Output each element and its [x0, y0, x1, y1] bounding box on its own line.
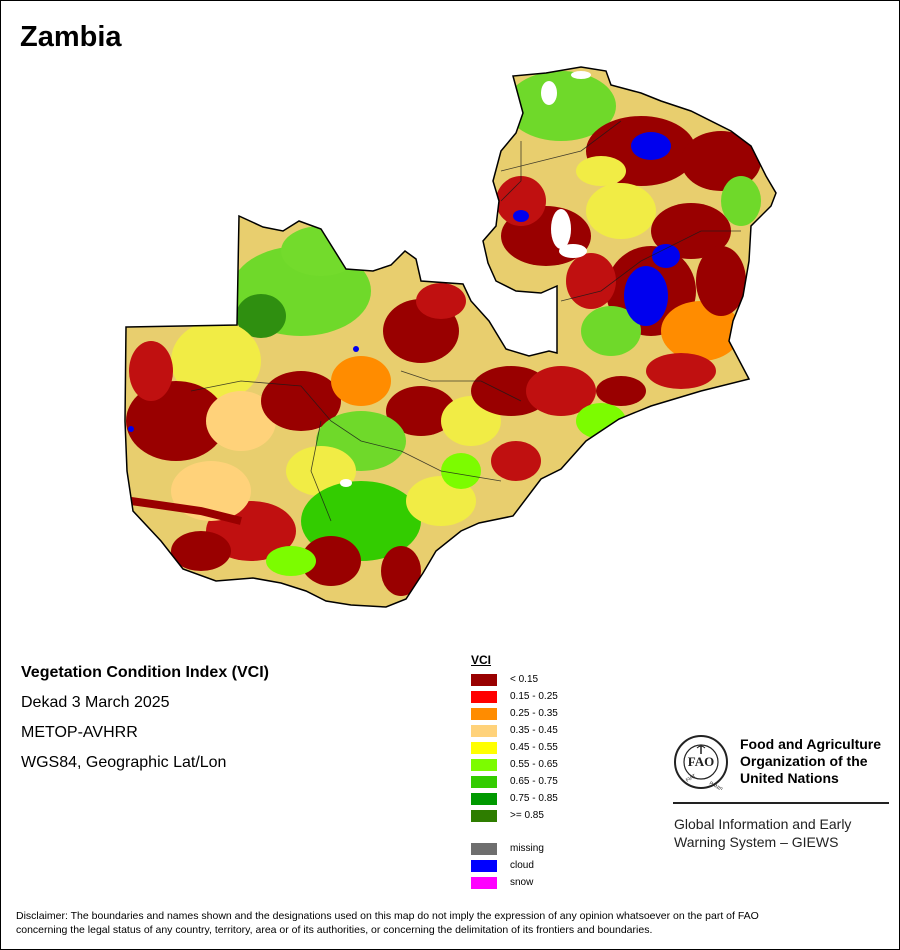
- legend-label: 0.65 - 0.75: [510, 776, 558, 787]
- svg-text:PANIS: PANIS: [708, 781, 724, 790]
- legend-classes: < 0.15 0.15 - 0.25 0.25 - 0.35 0.35 - 0.…: [471, 671, 558, 824]
- giews-line2: Warning System – GIEWS: [674, 834, 839, 850]
- legend-item: 0.25 - 0.35: [471, 705, 558, 722]
- legend-label: 0.15 - 0.25: [510, 691, 558, 702]
- giews-name: Global Information and Early Warning Sys…: [674, 815, 851, 851]
- legend-item: >= 0.85: [471, 807, 558, 824]
- legend-item: 0.55 - 0.65: [471, 756, 558, 773]
- legend-swatch: [471, 792, 497, 805]
- legend-item: 0.75 - 0.85: [471, 790, 558, 807]
- legend-label: 0.55 - 0.65: [510, 759, 558, 770]
- legend-swatch: [471, 741, 497, 754]
- legend-title: VCI: [471, 653, 492, 667]
- projection-label: WGS84, Geographic Lat/Lon: [21, 754, 227, 771]
- legend-swatch: [471, 673, 497, 686]
- legend-item: 0.35 - 0.45: [471, 722, 558, 739]
- legend-label: < 0.15: [510, 674, 539, 685]
- legend-swatch: [471, 876, 497, 889]
- legend-special: missing cloud snow: [471, 840, 558, 891]
- fao-emblem-icon: FAO FIAT PANIS: [674, 735, 728, 790]
- disclaimer-line2: concerning the legal status of any count…: [16, 924, 653, 936]
- legend-item: 0.65 - 0.75: [471, 773, 558, 790]
- period-label: Dekad 3 March 2025: [21, 694, 170, 711]
- legend-swatch: [471, 775, 497, 788]
- legend-label: >= 0.85: [510, 810, 544, 821]
- map-title: Zambia: [20, 21, 122, 53]
- legend-item: cloud: [471, 857, 558, 874]
- legend-label: 0.25 - 0.35: [510, 708, 558, 719]
- vci-legend: VCI < 0.15 0.15 - 0.25 0.25 - 0.35 0.35 …: [471, 653, 558, 891]
- legend-swatch: [471, 809, 497, 822]
- fao-name-line1: Food and Agriculture: [740, 736, 882, 752]
- fao-name-line3: United Nations: [740, 770, 839, 786]
- legend-swatch: [471, 842, 497, 855]
- legend-swatch: [471, 707, 497, 720]
- disclaimer-line1: Disclaimer: The boundaries and names sho…: [16, 910, 759, 922]
- legend-swatch: [471, 724, 497, 737]
- legend-label: 0.75 - 0.85: [510, 793, 558, 804]
- fao-name: Food and Agriculture Organization of the…: [740, 736, 881, 787]
- giews-line1: Global Information and Early: [674, 816, 852, 832]
- divider: [673, 802, 889, 804]
- legend-item: 0.15 - 0.25: [471, 688, 558, 705]
- map-info: Vegetation Condition Index (VCI) Dekad 3…: [21, 658, 269, 778]
- legend-item: missing: [471, 840, 558, 857]
- legend-item: snow: [471, 874, 558, 891]
- legend-label: missing: [510, 843, 544, 854]
- legend-swatch: [471, 859, 497, 872]
- sensor-label: METOP-AVHRR: [21, 724, 138, 741]
- legend-swatch: [471, 690, 497, 703]
- legend-item: 0.45 - 0.55: [471, 739, 558, 756]
- svg-text:FIAT: FIAT: [685, 773, 697, 783]
- index-name: Vegetation Condition Index (VCI): [21, 664, 269, 681]
- disclaimer: Disclaimer: The boundaries and names sho…: [16, 909, 886, 937]
- legend-swatch: [471, 758, 497, 771]
- legend-item: < 0.15: [471, 671, 558, 688]
- fao-name-line2: Organization of the: [740, 753, 868, 769]
- legend-label: 0.45 - 0.55: [510, 742, 558, 753]
- legend-label: cloud: [510, 860, 534, 871]
- legend-label: snow: [510, 877, 534, 888]
- vci-map: [124, 66, 777, 608]
- legend-label: 0.35 - 0.45: [510, 725, 558, 736]
- svg-text:FAO: FAO: [688, 754, 714, 769]
